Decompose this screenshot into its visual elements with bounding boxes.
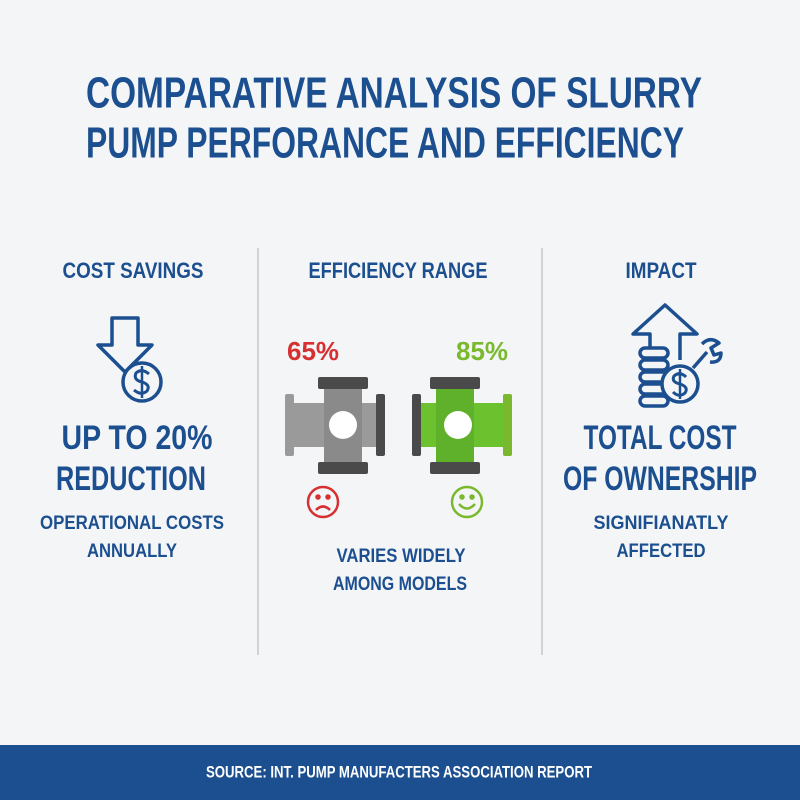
headline: UP TO 20% xyxy=(62,419,213,457)
detail: VARIES WIDELY xyxy=(337,546,466,567)
sad-face-icon xyxy=(306,485,340,519)
cost-impact-icon-part xyxy=(638,358,670,372)
cost-impact-icon-part xyxy=(691,338,723,370)
green-pump-icon-part xyxy=(430,377,480,389)
sad-face-icon-part xyxy=(306,485,340,519)
low-efficiency: 65% xyxy=(287,336,339,366)
gray-pump-icon-part xyxy=(329,411,357,439)
footer-part xyxy=(0,745,800,800)
title: COMPARATIVE ANALYSIS OF SLURRY PUMP PERF… xyxy=(86,69,702,168)
gray-pump-icon-part xyxy=(318,377,368,389)
cost-impact-icon-part xyxy=(631,303,699,360)
efficiency-column: EFFICIENCY RANGE 65% 85% xyxy=(285,258,512,595)
happy-face-icon-part xyxy=(459,494,465,500)
footer: SOURCE: INT. PUMP MANUFACTERS ASSOCIATIO… xyxy=(0,745,800,800)
sad-face-icon-part xyxy=(325,494,331,500)
cost-savings-column: COST SAVINGS UP TO 20% REDUCTION OPERATI… xyxy=(40,258,224,562)
source: SOURCE: INT. PUMP MANUFACTERS ASSOCIATIO… xyxy=(206,762,592,781)
green-pump-icon-part xyxy=(503,394,512,456)
gray-pump-icon xyxy=(285,377,385,474)
sad-face-icon-part xyxy=(315,494,321,500)
detail: AFFECTED xyxy=(617,541,706,562)
gray-pump-icon-part xyxy=(376,394,385,456)
sad-face-icon-part xyxy=(315,505,331,511)
happy-face-icon-part xyxy=(469,494,475,500)
cost-impact-icon-part xyxy=(638,394,670,408)
headline: TOTAL COST xyxy=(584,419,737,457)
detail: SIGNIFIANATLY xyxy=(594,513,729,534)
title-line: COMPARATIVE ANALYSIS OF SLURRY xyxy=(86,69,702,118)
cost-impact-icon xyxy=(631,303,723,408)
detail: ANNUALLY xyxy=(87,541,177,562)
column-heading: COST SAVINGS xyxy=(63,258,204,283)
cost-impact-icon-part xyxy=(638,346,670,360)
title-line: PUMP PERFORANCE AND EFFICIENCY xyxy=(86,119,684,168)
column-heading: IMPACT xyxy=(626,258,697,283)
down-arrow-icon-part xyxy=(96,316,154,374)
impact-column: IMPACT TOTAL COST OF OWNERSHIP SIGNIFIAN… xyxy=(563,258,757,562)
green-pump-icon-part xyxy=(412,394,421,456)
green-pump-icon-part xyxy=(444,411,472,439)
headline: REDUCTION xyxy=(56,460,206,498)
happy-face-icon-part xyxy=(450,485,484,519)
detail: OPERATIONAL COSTS xyxy=(40,513,224,534)
happy-face-icon xyxy=(450,485,484,519)
column-heading: EFFICIENCY RANGE xyxy=(309,258,488,283)
gray-pump-icon-part xyxy=(318,462,368,474)
happy-face-icon-part xyxy=(458,503,476,510)
detail: AMONG MODELS xyxy=(333,574,467,595)
gray-pump-icon-part xyxy=(285,394,294,456)
high-efficiency: 85% xyxy=(456,336,508,366)
green-pump-icon xyxy=(412,377,512,474)
down-arrow-icon xyxy=(96,316,163,403)
green-pump-icon-part xyxy=(430,462,480,474)
headline: OF OWNERSHIP xyxy=(563,460,757,498)
